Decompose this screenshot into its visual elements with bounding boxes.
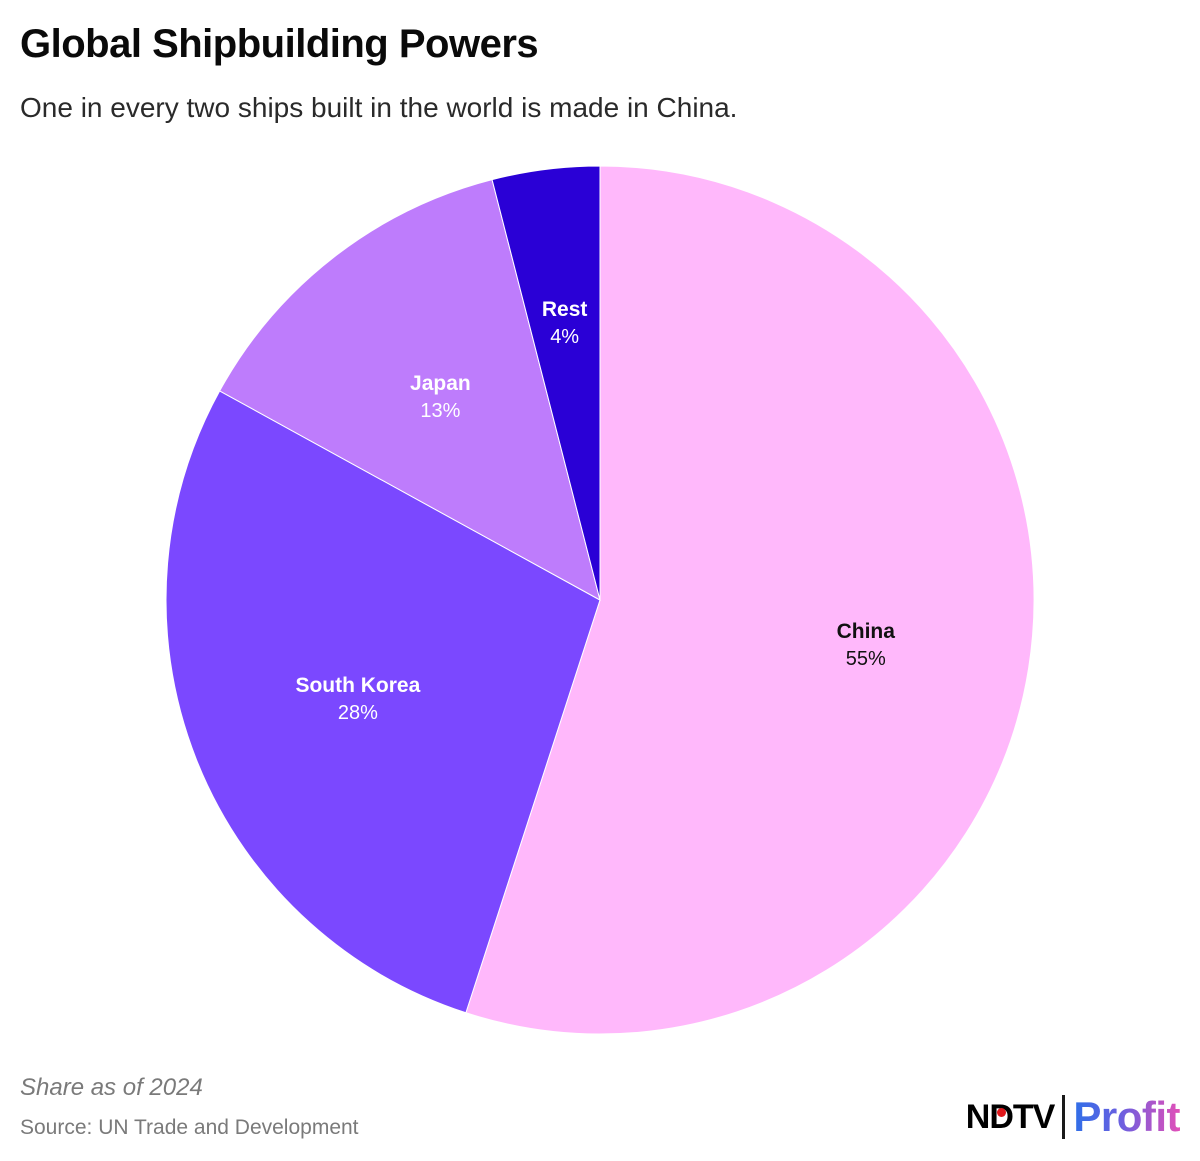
slice-value-china: 55% xyxy=(846,648,886,670)
logo-red-dot-icon xyxy=(996,1107,1006,1117)
pie-slices xyxy=(165,165,1035,1035)
slice-label-china: China xyxy=(837,620,896,643)
pie-slice-japan xyxy=(219,179,601,601)
profit-logo-text: Profit xyxy=(1073,1093,1180,1140)
slice-value-south-korea: 28% xyxy=(338,702,378,724)
pie-slice-south-korea xyxy=(165,390,601,1014)
date-note: Share as of 2024 xyxy=(20,1074,203,1101)
pie-labels: China 55% South Korea 28% Japan 13% Rest 4% xyxy=(295,298,895,724)
source-note: Source: UN Trade and Development xyxy=(20,1116,359,1139)
slice-label-south-korea: South Korea xyxy=(295,674,420,697)
ndtv-profit-logo: NDTV Profit xyxy=(965,1092,1181,1142)
chart-subtitle: One in every two ships built in the worl… xyxy=(20,92,738,123)
ndtv-logo-text: NDTV xyxy=(965,1097,1056,1136)
slice-value-rest: 4% xyxy=(550,326,579,348)
pie-slice-china xyxy=(465,165,1035,1035)
pie-slice-rest xyxy=(491,165,601,601)
chart-title: Global Shipbuilding Powers xyxy=(20,22,539,66)
slice-value-japan: 13% xyxy=(420,400,460,422)
slice-label-rest: Rest xyxy=(542,298,588,321)
logo-divider xyxy=(1062,1095,1066,1139)
slice-label-japan: Japan xyxy=(410,372,471,395)
